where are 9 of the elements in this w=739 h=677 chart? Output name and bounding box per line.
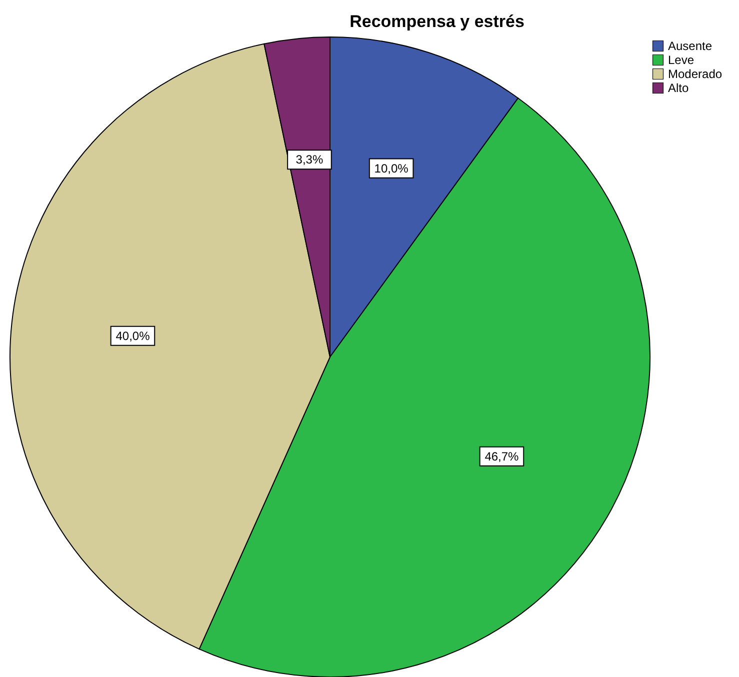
legend-label: Moderado — [668, 67, 722, 81]
data-label: 10,0% — [374, 161, 409, 176]
data-label: 46,7% — [484, 449, 520, 464]
chart-title: Recompensa y estrés — [350, 12, 524, 31]
legend-label: Ausente — [668, 39, 712, 53]
data-label: 3,3% — [296, 152, 324, 167]
legend-label: Alto — [668, 81, 690, 95]
data-label: 40,0% — [116, 328, 150, 343]
legend-label: Leve — [668, 53, 694, 67]
